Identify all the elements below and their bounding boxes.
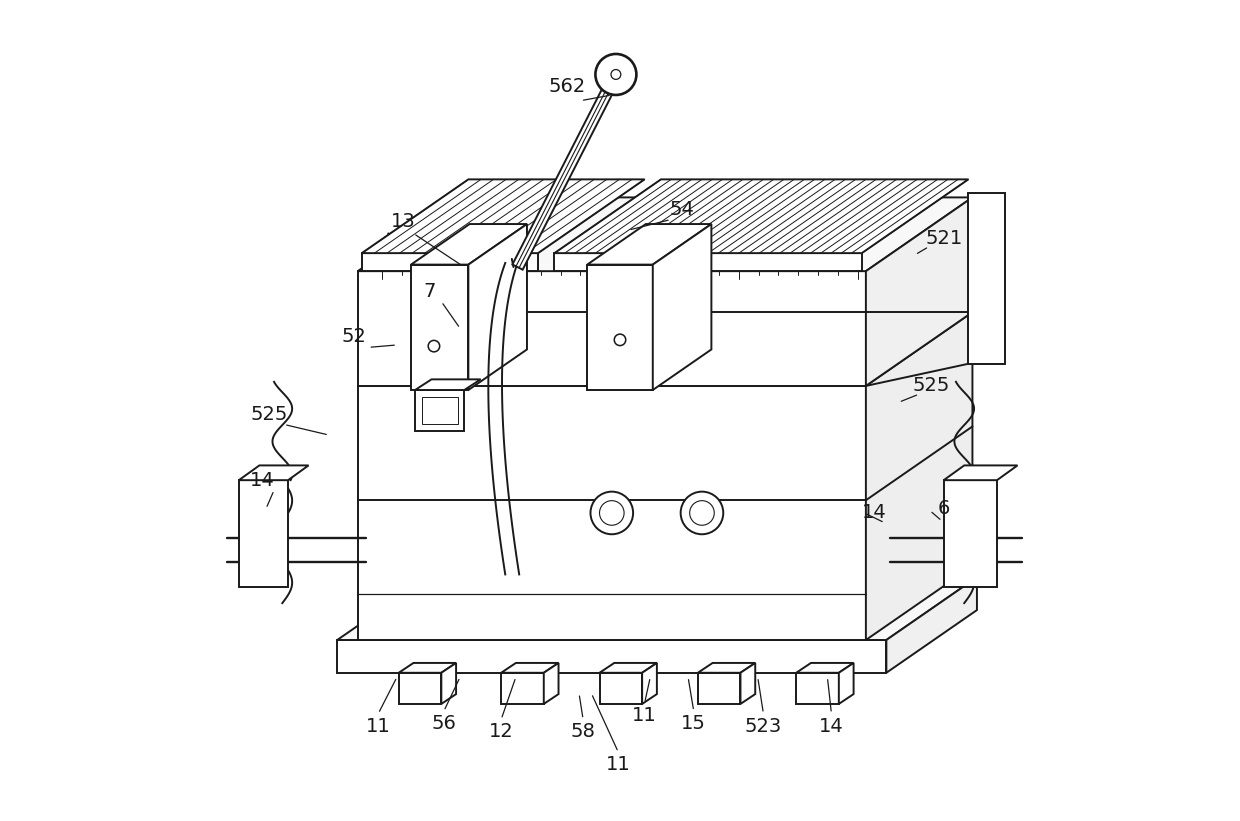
- Polygon shape: [415, 379, 481, 390]
- Polygon shape: [501, 663, 558, 672]
- Polygon shape: [944, 480, 997, 587]
- Circle shape: [595, 54, 636, 95]
- Text: 11: 11: [606, 755, 631, 774]
- Polygon shape: [944, 466, 1018, 480]
- Polygon shape: [866, 197, 972, 386]
- Polygon shape: [422, 397, 458, 424]
- Polygon shape: [239, 466, 309, 480]
- Text: 11: 11: [632, 706, 657, 725]
- Polygon shape: [415, 390, 464, 431]
- Circle shape: [689, 501, 714, 525]
- Polygon shape: [239, 480, 288, 587]
- Polygon shape: [357, 197, 972, 271]
- Polygon shape: [588, 264, 652, 390]
- Polygon shape: [866, 312, 972, 640]
- Polygon shape: [652, 224, 712, 390]
- Text: 11: 11: [366, 717, 391, 736]
- Polygon shape: [599, 672, 642, 704]
- Text: 56: 56: [432, 714, 456, 733]
- Polygon shape: [357, 271, 866, 386]
- Polygon shape: [588, 224, 712, 264]
- Text: 562: 562: [548, 77, 585, 96]
- Polygon shape: [410, 224, 527, 264]
- Polygon shape: [554, 179, 968, 253]
- Text: 14: 14: [820, 717, 844, 736]
- Polygon shape: [357, 386, 866, 640]
- Polygon shape: [838, 663, 853, 704]
- Text: 13: 13: [391, 213, 415, 232]
- Text: 525: 525: [250, 405, 288, 424]
- Circle shape: [681, 492, 723, 534]
- Polygon shape: [796, 663, 853, 672]
- Text: 14: 14: [862, 503, 887, 522]
- Circle shape: [428, 341, 440, 352]
- Polygon shape: [362, 179, 645, 253]
- Polygon shape: [698, 672, 740, 704]
- Polygon shape: [968, 193, 1006, 364]
- Text: 52: 52: [341, 328, 366, 346]
- Text: 523: 523: [745, 717, 782, 736]
- Polygon shape: [399, 663, 456, 672]
- Polygon shape: [410, 264, 469, 390]
- Text: 15: 15: [681, 714, 707, 733]
- Polygon shape: [469, 224, 527, 390]
- Polygon shape: [544, 663, 558, 704]
- Text: 6: 6: [937, 499, 950, 518]
- Polygon shape: [337, 640, 887, 672]
- Polygon shape: [887, 577, 977, 672]
- Circle shape: [611, 70, 621, 80]
- Polygon shape: [501, 672, 544, 704]
- Polygon shape: [698, 663, 755, 672]
- Polygon shape: [554, 253, 862, 271]
- Polygon shape: [599, 663, 657, 672]
- Text: 525: 525: [913, 376, 950, 396]
- Circle shape: [599, 501, 624, 525]
- Text: 14: 14: [249, 470, 274, 489]
- Polygon shape: [357, 312, 972, 386]
- Polygon shape: [512, 72, 621, 269]
- Circle shape: [590, 492, 634, 534]
- Polygon shape: [337, 577, 977, 640]
- Text: 12: 12: [489, 722, 513, 741]
- Text: 521: 521: [925, 229, 962, 248]
- Circle shape: [614, 334, 626, 346]
- Text: 7: 7: [424, 282, 436, 301]
- Polygon shape: [796, 672, 838, 704]
- Polygon shape: [399, 672, 441, 704]
- Polygon shape: [740, 663, 755, 704]
- Polygon shape: [441, 663, 456, 704]
- Polygon shape: [642, 663, 657, 704]
- Polygon shape: [362, 253, 538, 271]
- Text: 54: 54: [670, 200, 694, 219]
- Text: 58: 58: [570, 722, 595, 741]
